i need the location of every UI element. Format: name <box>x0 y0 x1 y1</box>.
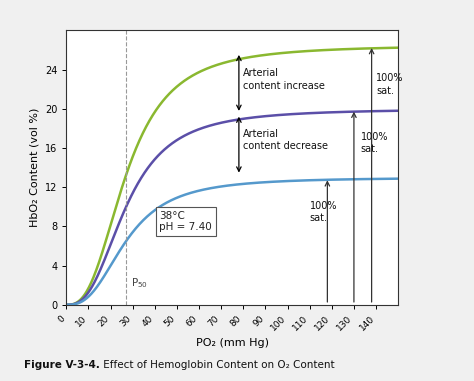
Text: 38°C
pH = 7.40: 38°C pH = 7.40 <box>159 211 212 232</box>
Text: P$_{50}$: P$_{50}$ <box>130 276 147 290</box>
Text: Effect of Hemoglobin Content on O₂ Content: Effect of Hemoglobin Content on O₂ Conte… <box>100 360 334 370</box>
Text: 100%
sat.: 100% sat. <box>361 132 388 154</box>
Text: Arterial
content increase: Arterial content increase <box>243 68 325 91</box>
Text: 100%
sat.: 100% sat. <box>310 200 337 223</box>
Y-axis label: HbO₂ Content (vol %): HbO₂ Content (vol %) <box>29 108 39 227</box>
Text: Arterial
content decrease: Arterial content decrease <box>243 129 328 151</box>
X-axis label: PO₂ (mm Hg): PO₂ (mm Hg) <box>196 338 269 348</box>
Text: Figure V-3-4.: Figure V-3-4. <box>24 360 100 370</box>
Text: 100%
sat.: 100% sat. <box>376 73 403 96</box>
